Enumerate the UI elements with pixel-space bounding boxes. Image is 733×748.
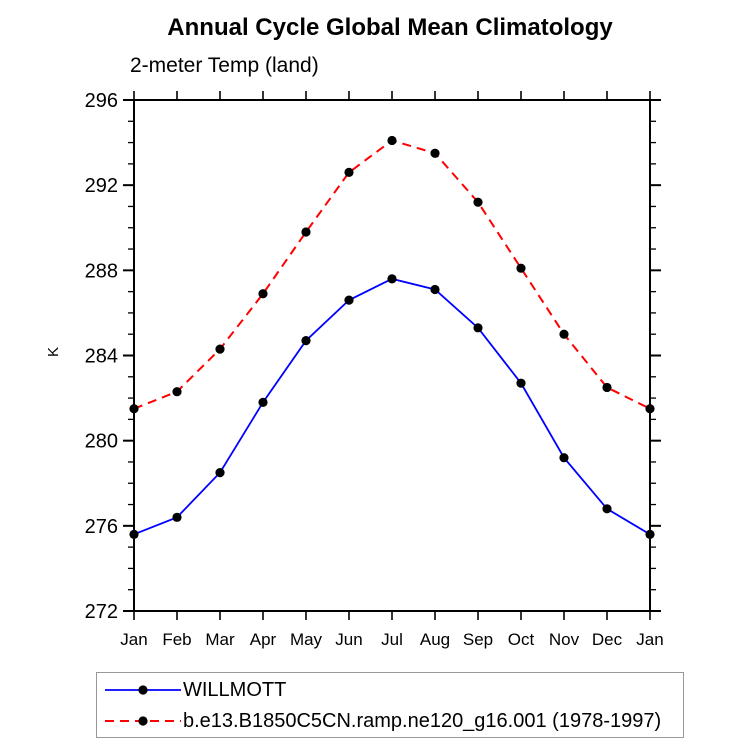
chart-title: Annual Cycle Global Mean Climatology: [167, 14, 613, 41]
legend-marker-dot: [138, 715, 148, 726]
data-point-marker: [645, 529, 655, 539]
plot-frame: [133, 99, 651, 612]
legend: WILLMOTT b.e13.B1850C5CN.ramp.ne120_g16.…: [96, 672, 684, 738]
series-line-0: [133, 277, 651, 536]
data-point-marker: [602, 504, 612, 514]
data-point-marker: [602, 382, 612, 393]
y-tick-label: 284: [85, 346, 118, 368]
data-point-marker: [258, 397, 268, 407]
data-point-marker: [344, 295, 354, 305]
month-label: Oct: [508, 630, 535, 649]
y-axis-label: K: [45, 347, 62, 357]
data-point-marker: [172, 512, 182, 522]
legend-sample-solid-line: [105, 684, 181, 695]
data-point-marker: [387, 135, 397, 146]
month-label: Sep: [463, 630, 493, 649]
legend-item-model: b.e13.B1850C5CN.ramp.ne120_g16.001 (1978…: [97, 706, 683, 735]
plot-svg: 272 276 280 284 288 292 296 Jan Feb Mar Apr May Jun J…: [45, 90, 664, 649]
data-point-marker: [215, 344, 225, 354]
data-point-marker: [516, 263, 526, 273]
legend-item-willmott: WILLMOTT: [97, 675, 683, 704]
data-point-marker: [516, 378, 526, 388]
legend-sample-dashed-line: [105, 715, 181, 726]
y-tick-label: 280: [85, 431, 118, 453]
y-tick-label: 296: [85, 90, 118, 112]
month-label: Dec: [592, 630, 623, 649]
data-point-marker: [473, 197, 483, 207]
data-point-marker: [215, 468, 225, 478]
legend-label-willmott: WILLMOTT: [183, 678, 287, 701]
data-point-marker: [129, 529, 139, 539]
data-point-marker: [430, 148, 440, 158]
chart-subtitle: 2-meter Temp (land): [130, 54, 319, 77]
month-label: May: [290, 630, 323, 649]
month-label: Feb: [162, 630, 191, 649]
data-point-marker: [430, 284, 440, 295]
month-label: Apr: [250, 630, 277, 649]
data-point-marker: [387, 274, 397, 284]
data-point-marker: [559, 329, 569, 339]
legend-marker-dot: [138, 684, 148, 695]
data-point-marker: [258, 289, 268, 299]
month-label: Aug: [420, 630, 450, 649]
data-point-marker: [129, 404, 139, 414]
month-label: Jan: [636, 630, 663, 649]
y-tick-label: 292: [85, 175, 118, 197]
month-label: Nov: [549, 630, 580, 649]
y-tick-label: 288: [85, 260, 118, 282]
month-label: Jan: [120, 630, 147, 649]
data-point-marker: [301, 227, 311, 237]
data-point-marker: [473, 323, 483, 333]
data-point-marker: [344, 167, 354, 177]
data-point-marker: [301, 335, 311, 346]
month-label: Mar: [205, 630, 235, 649]
data-point-marker: [559, 453, 569, 463]
legend-label-model: b.e13.B1850C5CN.ramp.ne120_g16.001 (1978…: [183, 709, 662, 732]
month-label: Jun: [335, 630, 362, 649]
data-point-marker: [645, 404, 655, 414]
y-tick-label: 272: [85, 601, 118, 623]
data-point-marker: [172, 387, 182, 397]
month-label: Jul: [381, 630, 403, 649]
y-tick-label: 276: [85, 516, 118, 538]
